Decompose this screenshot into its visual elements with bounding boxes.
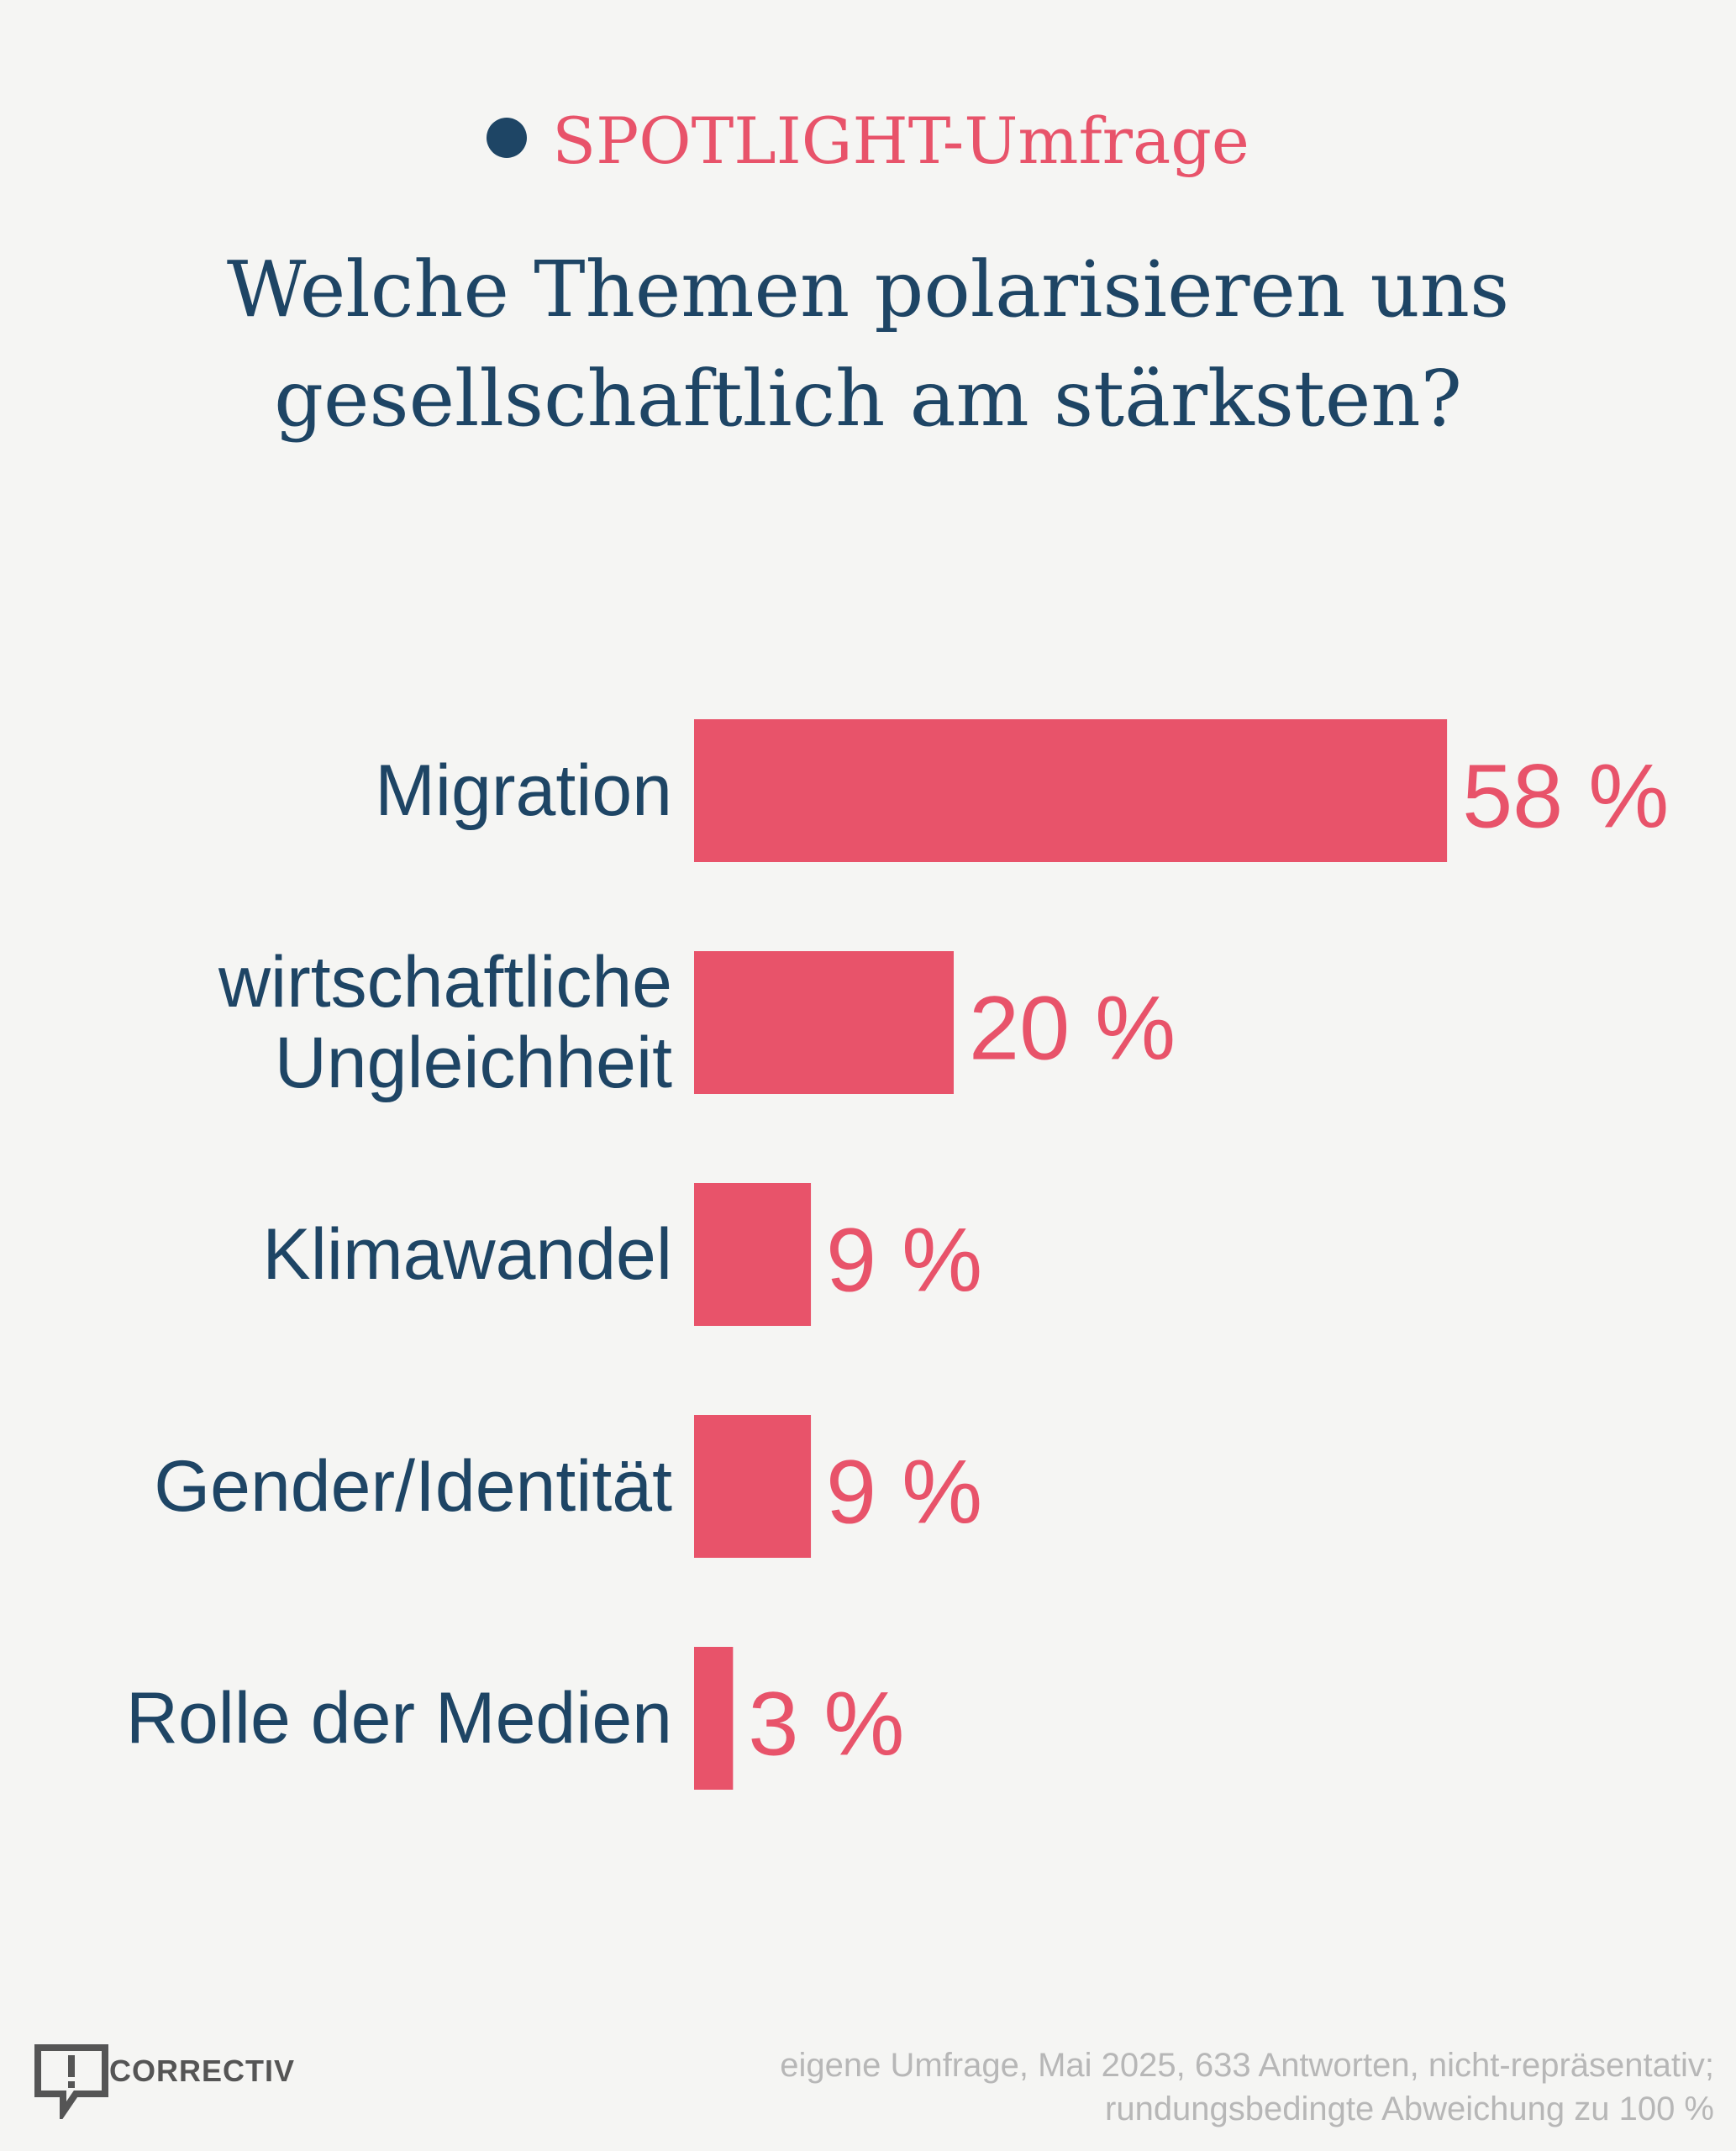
source-line-1: eigene Umfrage, Mai 2025, 633 Antworten,… <box>780 2047 1714 2084</box>
source-line-2: rundungsbedingte Abweichung zu 100 % <box>1105 2091 1714 2127</box>
value-label-1: 20 % <box>969 977 1176 1079</box>
category-label-1-line-1: Ungleichheit <box>275 1023 672 1103</box>
value-label-0: 58 % <box>1462 745 1669 847</box>
category-label-2: Klimawandel <box>262 1214 672 1295</box>
chart-title-line-1: Welche Themen polarisieren uns <box>226 245 1510 334</box>
value-label-4: 3 % <box>748 1673 904 1775</box>
bar-1 <box>694 951 954 1094</box>
chart-title-line-2: gesellschaftlich am stärksten? <box>274 354 1462 444</box>
value-label-3: 9 % <box>826 1441 982 1543</box>
correctiv-logo-icon <box>34 2044 108 2119</box>
category-label-0: Migration <box>375 750 672 831</box>
kicker: SPOTLIGHT-Umfrage <box>0 99 1736 183</box>
bar-3 <box>694 1415 812 1558</box>
source-note: eigene Umfrage, Mai 2025, 633 Antworten,… <box>780 2043 1714 2131</box>
bar-chart: Migration 58 % wirtschaftlicheUngleichheit… <box>126 719 1669 1790</box>
category-label-1-line-0: wirtschaftliche <box>218 942 672 1023</box>
bullet-dot-icon <box>487 118 528 158</box>
bar-0 <box>694 719 1448 862</box>
bar-2 <box>694 1183 812 1326</box>
chart-title: Welche Themen polarisieren uns gesellsch… <box>0 235 1736 454</box>
kicker-label: SPOTLIGHT-Umfrage <box>552 103 1249 178</box>
logo-wordmark: CORRECTIV <box>109 2054 296 2088</box>
category-label-3: Gender/Identität <box>154 1446 672 1527</box>
category-label-4: Rolle der Medien <box>126 1678 672 1759</box>
value-label-2: 9 % <box>826 1209 982 1311</box>
bar-4 <box>694 1647 734 1790</box>
